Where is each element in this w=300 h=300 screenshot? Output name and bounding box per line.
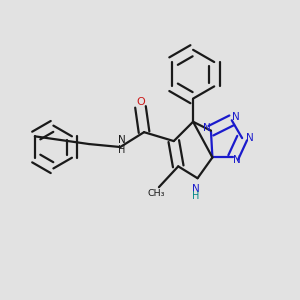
Text: H: H [192,191,200,201]
Text: CH₃: CH₃ [148,189,165,198]
Text: N: N [233,155,241,165]
Text: O: O [136,98,145,107]
Text: N: N [246,133,254,143]
Text: N: N [232,112,239,122]
Text: N: N [118,136,126,146]
Text: H: H [118,145,125,155]
Text: N: N [203,123,211,133]
Text: N: N [192,184,200,194]
